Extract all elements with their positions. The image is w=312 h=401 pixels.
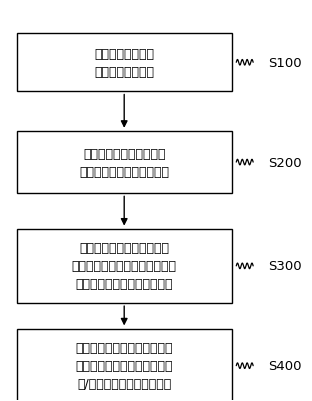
Text: S400: S400: [269, 359, 302, 372]
Text: S100: S100: [269, 57, 302, 70]
Text: S300: S300: [269, 260, 302, 273]
Text: 基于多个预设区域的区域
温度计算炉膛内的平均温度: 基于多个预设区域的区域 温度计算炉膛内的平均温度: [79, 147, 169, 178]
FancyBboxPatch shape: [17, 132, 232, 194]
Text: 获取炉膛内多个预
设区域的区域温度: 获取炉膛内多个预 设区域的区域温度: [94, 48, 154, 79]
Text: S200: S200: [269, 156, 302, 169]
Text: 分别计算每个预设区域的区
域温度与平均温度的差值绝对值
，得到每个预设区域的偏差量: 分别计算每个预设区域的区 域温度与平均温度的差值绝对值 ，得到每个预设区域的偏差…: [72, 242, 177, 291]
FancyBboxPatch shape: [17, 34, 232, 92]
FancyBboxPatch shape: [17, 229, 232, 303]
FancyBboxPatch shape: [17, 329, 232, 401]
Text: 基于每个预设区域的偏差量对
所属预设区域的第一调节机构
和/或第二调节机构进行调整: 基于每个预设区域的偏差量对 所属预设区域的第一调节机构 和/或第二调节机构进行调…: [76, 341, 173, 390]
